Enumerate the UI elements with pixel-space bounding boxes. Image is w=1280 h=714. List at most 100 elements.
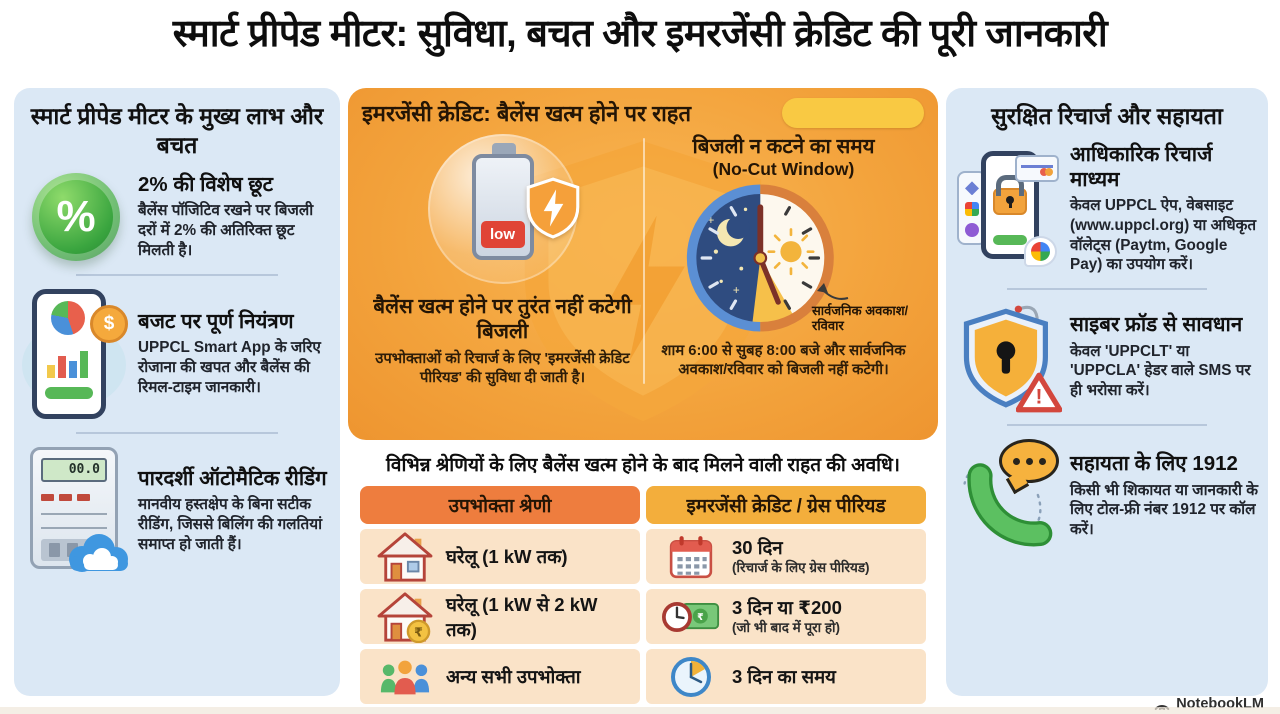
no-cut-window-desc: शाम 6:00 से सुबह 8:00 बजे और सार्वजनिक अ… (661, 343, 906, 379)
center-column: इमरजेंसी क्रेडिट: बैलेंस खत्म होने पर रा… (348, 88, 938, 704)
callout-arrow-icon (817, 282, 849, 300)
benefit-icon-wrap (956, 147, 1060, 271)
category-label: घरेलू (1 kW से 2 kW तक) (446, 593, 598, 640)
no-instant-cut-section: low बैलेंस खत्म होने पर तुरंत नहीं कटेगी… (362, 132, 643, 388)
benefit-text: 2% की विशेष छूट बैलेंस पॉजिटिव रखने पर ब… (138, 173, 330, 261)
benefits-panel: स्मार्ट प्रीपेड मीटर के मुख्य लाभ और बचत… (14, 88, 340, 696)
grace-note: (रिचार्ज के लिए ग्रेस पीरियड) (732, 560, 870, 576)
svg-text:₹: ₹ (414, 625, 423, 639)
benefit-desc: UPPCL Smart App के जरिए रोजाना की खपत और… (138, 339, 321, 396)
blue-clock-icon (662, 655, 720, 699)
emergency-credit-panel: इमरजेंसी क्रेडिट: बैलेंस खत्म होने पर रा… (348, 88, 938, 440)
house-icon (376, 531, 434, 583)
table-row-category: अन्य सभी उपभोक्ता (360, 649, 640, 704)
benefit-desc: मानवीय हस्तक्षेप के बिना सटीक रीडिंग, जि… (138, 496, 323, 553)
low-battery-shield-icon: low (418, 134, 588, 286)
benefit-title: पारदर्शी ऑटोमैटिक रीडिंग (138, 466, 327, 490)
emergency-credit-heading-row: इमरजेंसी क्रेडिट: बैलेंस खत्म होने पर रा… (362, 98, 924, 128)
grace-value: 3 दिन का समय (732, 665, 836, 687)
table-row-value: 30 दिन (रिचार्ज के लिए ग्रेस पीरियड) (646, 529, 926, 584)
table-row-value: ₹ 3 दिन या ₹200 (जो भी बाद में पूरा हो) (646, 589, 926, 644)
benefit-icon-wrap (956, 439, 1060, 553)
benefit-icon-wrap: % (24, 172, 128, 261)
grace-value: 30 दिन (732, 536, 783, 558)
table-row-value: 3 दिन का समय (646, 649, 926, 704)
table-title: विभिन्न श्रेणियों के लिए बैलेंस खत्म होन… (385, 455, 900, 476)
holiday-callout-label: सार्वजनिक अवकाश/रविवार (812, 302, 909, 334)
category-label: अन्य सभी उपभोक्ता (446, 666, 581, 687)
benefit-icon-wrap: 00.0 (24, 446, 128, 575)
svg-text:+: + (732, 284, 739, 297)
benefit-desc: केवल UPPCL ऐप, वेबसाइट (www.uppcl.org) य… (1070, 196, 1257, 274)
table-row-category: ₹ घरेलू (1 kW से 2 kW तक) (360, 589, 640, 644)
pie-chart-glyph (51, 300, 85, 335)
emergency-credit-heading: इमरजेंसी क्रेडिट: बैलेंस खत्म होने पर रा… (362, 101, 691, 126)
column-header-category: उपभोक्ता श्रेणी (360, 486, 640, 524)
cloud-icon (69, 533, 128, 572)
benefit-title: बजट पर पूर्ण नियंत्रण (138, 309, 294, 333)
coin-icon: $ (90, 304, 128, 343)
benefit-desc: केवल 'UPPCLT' या 'UPPCLA' हेडर वाले SMS … (1070, 342, 1251, 400)
column-header-grace: इमरजेंसी क्रेडिट / ग्रेस पीरियड (646, 486, 926, 524)
percent-discount-icon: % (32, 172, 120, 261)
bottom-strip (0, 707, 1280, 714)
grace-period-table: उपभोक्ता श्रेणी इमरजेंसी क्रेडिट / ग्रेस… (348, 486, 938, 704)
benefit-text: आधिकारिक रिचार्ज माध्यम केवल UPPCL ऐप, व… (1070, 143, 1258, 275)
support-heading: सुरक्षित रिचार्ज और सहायता (991, 103, 1223, 129)
benefit-icon-wrap: $ (22, 288, 128, 419)
no-instant-cut-title: बैलेंस खत्म होने पर तुरंत नहीं कटेगी बिज… (373, 295, 632, 343)
divider (75, 431, 279, 434)
divider (1007, 424, 1207, 427)
warning-triangle-icon: ! (1015, 371, 1063, 413)
house-rupee-icon: ₹ (376, 591, 434, 643)
bar-chart-glyph (47, 344, 95, 378)
benefit-auto-reading: 00.0 (14, 439, 340, 583)
svg-text:₹: ₹ (697, 611, 704, 621)
official-recharge-phone-icon (957, 147, 1059, 271)
holiday-callout: सार्वजनिक अवकाश/रविवार (812, 282, 918, 334)
no-cut-window-subtitle: (No-Cut Window) (712, 159, 855, 179)
smart-meter-cloud-icon: 00.0 (28, 446, 128, 575)
support-official-recharge: आधिकारिक रिचार्ज माध्यम केवल UPPCL ऐप, व… (946, 135, 1268, 283)
benefit-title: साइबर फ्रॉड से सावधान (1070, 313, 1243, 337)
no-cut-window-section: बिजली न कटने का समय (No-Cut Window) + + (643, 132, 924, 388)
benefit-desc: बैलेंस पॉजिटिव रखने पर बिजली दरों में 2%… (138, 202, 314, 259)
benefit-budget: $ बजट पर पूर्ण नियंत्रण UPPCL Smart App … (14, 281, 340, 427)
table-row-category: घरेलू (1 kW तक) (360, 529, 640, 584)
benefits-heading: स्मार्ट प्रीपेड मीटर के मुख्य लाभ और बचत (30, 103, 324, 159)
shield-bolt-icon (526, 177, 579, 239)
meter-display: 00.0 (41, 457, 107, 482)
budget-app-phone-icon: $ (22, 288, 128, 419)
divider (75, 273, 279, 276)
wallet-bubble-icon (1024, 236, 1057, 268)
no-instant-cut-desc: उपभोक्ताओं को रिचार्ज के लिए 'इमरजेंसी क… (375, 351, 630, 387)
people-icon (376, 657, 434, 697)
helpline-phone-icon (955, 439, 1061, 553)
calendar-icon (662, 534, 720, 580)
clock-money-icon: ₹ (662, 594, 720, 640)
grace-note: (जो भी बाद में पूरा हो) (732, 620, 841, 636)
benefit-icon-wrap: ! (956, 303, 1063, 413)
lock-icon (993, 188, 1027, 216)
grace-value: 3 दिन या ₹200 (732, 596, 842, 618)
benefit-title: आधिकारिक रिचार्ज माध्यम (1070, 143, 1213, 191)
benefit-title: सहायता के लिए 1912 (1070, 452, 1238, 476)
benefit-text: बजट पर पूर्ण नियंत्रण UPPCL Smart App के… (138, 310, 330, 398)
no-cut-window-title: बिजली न कटने का समय (692, 135, 875, 158)
chat-bubble-icon (999, 439, 1059, 484)
battery-low-label: low (480, 221, 525, 248)
category-label: घरेलू (1 kW तक) (446, 546, 568, 567)
credit-card-icon (1015, 155, 1059, 183)
clock-row: + + (653, 184, 914, 336)
svg-text:!: ! (1036, 386, 1043, 409)
highlight-pill (782, 98, 924, 128)
benefit-title: 2% की विशेष छूट (138, 172, 273, 196)
support-helpline: सहायता के लिए 1912 किसी भी शिकायत या जान… (946, 431, 1268, 561)
benefit-text: पारदर्शी ऑटोमैटिक रीडिंग मानवीय हस्तक्षे… (138, 467, 330, 555)
cyber-fraud-shield-icon: ! (958, 303, 1063, 413)
support-fraud-warning: ! साइबर फ्रॉड से सावधान केवल 'UPPCLT' या… (946, 295, 1268, 419)
vertical-divider (643, 138, 645, 385)
svg-text:+: + (707, 214, 714, 227)
support-panel: सुरक्षित रिचार्ज और सहायता आधिकारिक रिचा… (946, 88, 1268, 696)
